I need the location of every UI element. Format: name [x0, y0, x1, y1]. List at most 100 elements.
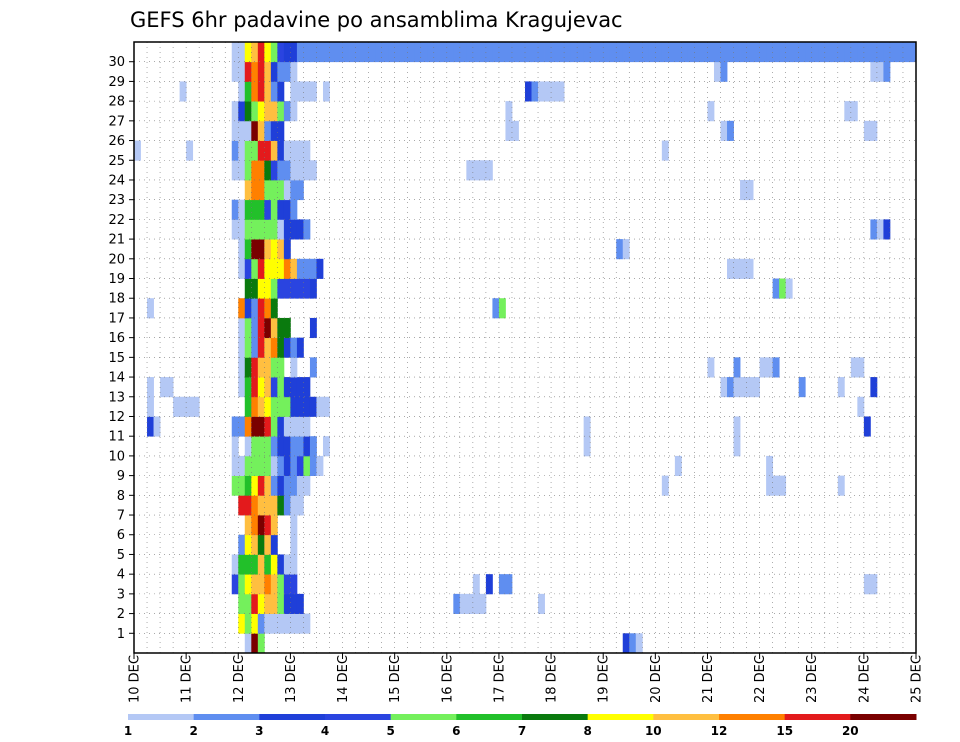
precip-cell — [303, 258, 311, 279]
precip-cell — [544, 81, 552, 102]
colorbar-swatch — [259, 714, 326, 720]
precip-cell — [883, 42, 891, 63]
precip-cell — [290, 61, 298, 82]
precip-cell — [231, 475, 239, 496]
precip-cell — [277, 613, 285, 634]
y-tick-label: 7 — [117, 509, 125, 524]
precip-cell — [876, 61, 884, 82]
precip-cell — [244, 475, 252, 496]
precip-cell — [270, 357, 278, 378]
precip-cell — [303, 377, 311, 398]
y-tick-label: 4 — [117, 568, 125, 583]
precip-cell — [733, 258, 741, 279]
precip-cell — [863, 416, 871, 437]
precip-cell — [785, 278, 793, 299]
precip-cell — [466, 42, 474, 63]
precip-cell — [870, 61, 878, 82]
precip-cell — [251, 317, 259, 339]
precip-cell — [668, 42, 676, 63]
precip-cell — [277, 179, 285, 201]
precip-cell — [427, 42, 435, 63]
precip-cell — [251, 101, 259, 122]
precip-cell — [870, 219, 878, 240]
precip-cell — [270, 554, 278, 575]
precip-cell — [870, 574, 878, 595]
precip-cell — [238, 357, 246, 378]
precip-cell — [186, 396, 194, 417]
precip-cell — [492, 42, 500, 63]
precip-cell — [264, 554, 272, 575]
colorbar-label: 15 — [776, 724, 793, 738]
precip-cell — [290, 534, 298, 555]
precip-cell — [238, 455, 246, 477]
precip-cell — [603, 42, 611, 63]
precip-cell — [270, 219, 278, 240]
precip-cell — [316, 455, 324, 477]
precip-cell — [244, 593, 252, 614]
y-tick-label: 28 — [108, 95, 125, 110]
precip-cell — [251, 160, 259, 181]
precip-cell — [296, 475, 304, 496]
precip-cell — [322, 81, 330, 102]
precip-cell — [244, 574, 252, 595]
precip-cell — [270, 160, 278, 181]
precip-cell — [251, 61, 259, 82]
precip-cell — [779, 42, 787, 63]
y-tick-label: 30 — [108, 55, 125, 70]
precip-cell — [257, 593, 265, 614]
precip-cell — [277, 475, 285, 496]
precip-cell — [596, 42, 604, 63]
precip-cell — [238, 475, 246, 496]
precip-cell — [264, 416, 272, 437]
precip-cell — [446, 42, 454, 63]
precip-cell — [244, 377, 252, 398]
y-tick-label: 21 — [108, 233, 125, 248]
precip-cell — [870, 377, 878, 398]
precip-cell — [309, 455, 317, 477]
precip-cell — [257, 219, 265, 240]
precip-cell — [309, 278, 317, 299]
precip-cell — [290, 42, 298, 63]
precip-cell — [257, 613, 265, 634]
precip-cell — [277, 219, 285, 240]
precip-cell — [727, 42, 734, 63]
precip-cell — [147, 416, 154, 437]
precip-cell — [270, 495, 278, 516]
precip-cell — [238, 120, 246, 141]
precip-cell — [264, 140, 272, 161]
precip-cell — [837, 377, 845, 398]
precip-cell — [713, 61, 721, 82]
precip-cell — [707, 101, 715, 122]
precip-cell — [303, 436, 311, 457]
precip-cell — [264, 219, 272, 240]
precip-cell — [336, 42, 343, 63]
x-tick-label: 19 DEC — [597, 655, 612, 703]
precip-cell — [244, 140, 252, 161]
colorbar-swatch — [325, 714, 392, 720]
precip-cell — [244, 337, 252, 358]
precip-cell — [661, 475, 669, 496]
precip-cell — [420, 42, 428, 63]
precip-cell — [283, 593, 291, 614]
precip-cell — [505, 574, 513, 595]
precip-cell — [870, 42, 878, 63]
precip-cell — [264, 455, 272, 477]
precip-cell — [498, 574, 506, 595]
precip-cell — [251, 199, 259, 220]
precip-cell — [792, 42, 800, 63]
precip-cell — [283, 239, 291, 260]
precip-cell — [251, 534, 259, 555]
cells-layer — [134, 42, 917, 654]
x-tick-label: 23 DEC — [805, 655, 820, 703]
precip-cell — [277, 140, 285, 161]
precip-cell — [766, 455, 774, 477]
precip-cell — [257, 258, 265, 279]
precip-cell — [277, 455, 285, 477]
precip-cell — [231, 436, 239, 457]
precip-cell — [283, 278, 291, 299]
precip-cell — [270, 42, 278, 63]
precip-cell — [283, 416, 291, 437]
precip-cell — [231, 140, 239, 161]
precip-cell — [186, 140, 194, 161]
precip-cell — [746, 179, 754, 201]
